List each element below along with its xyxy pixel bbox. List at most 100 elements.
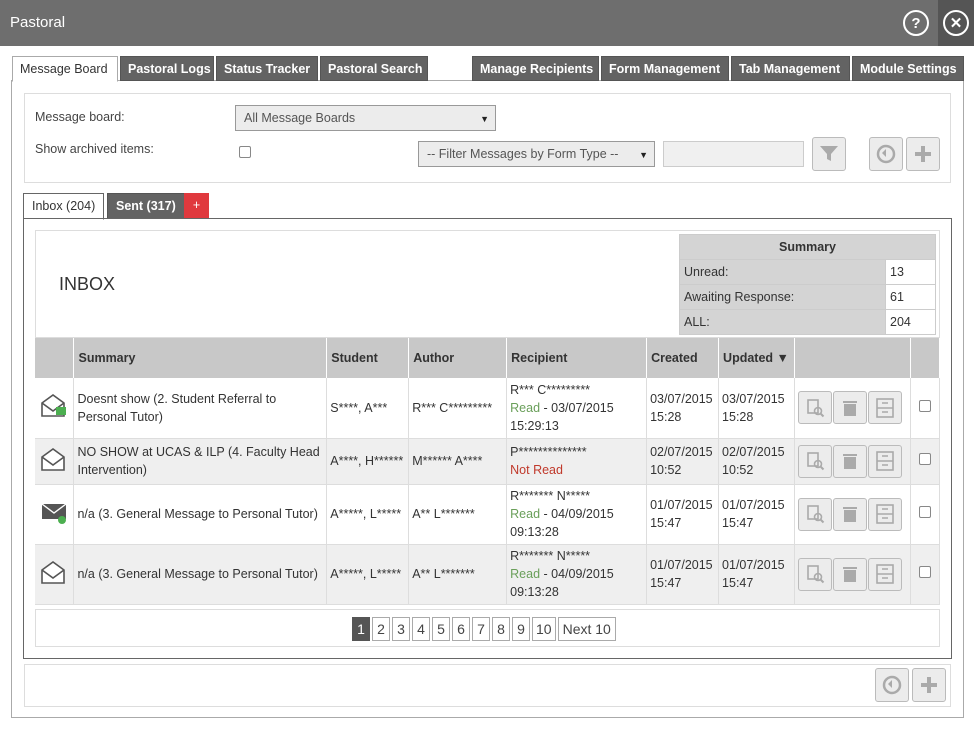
board-select[interactable]: All Message Boards ▼ — [235, 105, 496, 131]
next-pages-button[interactable]: Next 10 — [557, 617, 616, 641]
row-recipient: P************** Not Read — [506, 438, 648, 485]
tab-form-management[interactable]: Form Management — [601, 56, 729, 81]
row-checkbox[interactable] — [918, 399, 931, 412]
page-link[interactable]: 5 — [432, 617, 450, 641]
page-link[interactable]: 7 — [472, 617, 490, 641]
page-link[interactable]: 6 — [452, 617, 470, 641]
row-actions — [794, 484, 911, 545]
tab-module-settings[interactable]: Module Settings — [852, 56, 964, 81]
archive-button[interactable] — [868, 557, 903, 591]
tab-pastoral-logs[interactable]: Pastoral Logs — [120, 56, 214, 81]
chevron-down-icon: ▼ — [480, 114, 489, 124]
table-row[interactable]: n/a (3. General Message to Personal Tuto… — [35, 484, 941, 545]
close-icon[interactable]: ✕ — [943, 10, 969, 36]
read-date: - 04/09/2015 09:13:28 — [510, 507, 614, 539]
add-button[interactable] — [906, 137, 940, 171]
document-search-icon — [807, 452, 825, 471]
row-author: A** L******* — [408, 484, 508, 545]
view-button[interactable] — [798, 444, 833, 478]
column-created[interactable]: Created — [646, 338, 720, 378]
archive-button[interactable] — [868, 391, 903, 425]
column-student[interactable]: Student — [326, 338, 410, 378]
archived-checkbox[interactable] — [239, 146, 251, 158]
page-link[interactable]: 9 — [512, 617, 530, 641]
actions-column-header — [794, 338, 911, 378]
trash-icon — [843, 567, 858, 582]
read-status: Not Read — [510, 463, 563, 477]
refresh-button-bottom[interactable] — [875, 668, 909, 702]
table-row[interactable]: Doesnt show (2. Student Referral to Pers… — [35, 378, 941, 439]
row-summary: n/a (3. General Message to Personal Tuto… — [73, 544, 328, 605]
tab-manage-recipients[interactable]: Manage Recipients — [472, 56, 599, 81]
delete-button[interactable] — [833, 497, 868, 531]
row-summary: n/a (3. General Message to Personal Tuto… — [73, 484, 328, 545]
archive-button[interactable] — [868, 497, 903, 531]
row-recipient: R*** C********* Read - 03/07/2015 15:29:1… — [506, 378, 648, 439]
summary-header: Summary — [679, 234, 936, 260]
summary-label: Unread: — [679, 259, 886, 285]
delete-button[interactable] — [833, 391, 868, 425]
page-link[interactable]: 2 — [372, 617, 390, 641]
archive-button[interactable] — [868, 444, 903, 478]
page-link[interactable]: 3 — [392, 617, 410, 641]
chevron-down-icon: ▼ — [639, 150, 648, 160]
envelope-open-green-flag-icon — [41, 394, 67, 418]
tab-sent[interactable]: Sent (317) — [107, 193, 185, 219]
envelope-open-icon — [41, 560, 66, 584]
read-status: Read — [510, 400, 541, 415]
column-recipient[interactable]: Recipient — [506, 338, 648, 378]
add-button-bottom[interactable] — [912, 668, 946, 702]
envelope-closed-green-dot-icon — [41, 502, 67, 524]
delete-button[interactable] — [833, 444, 868, 478]
title-bar: Pastoral ? ✕ — [0, 0, 974, 46]
row-created: 03/07/2015 15:28 — [646, 378, 720, 439]
row-updated: 01/07/2015 15:47 — [718, 544, 796, 605]
row-checkbox[interactable] — [918, 453, 931, 465]
tab-tab-management[interactable]: Tab Management — [731, 56, 850, 81]
page-link[interactable]: 10 — [532, 617, 556, 641]
row-student: A*****, L***** — [326, 484, 410, 545]
row-updated: 01/07/2015 15:47 — [718, 484, 796, 545]
add-tab-button[interactable]: + — [184, 193, 209, 219]
tab-pastoral-search[interactable]: Pastoral Search — [320, 56, 428, 81]
column-author[interactable]: Author — [408, 338, 508, 378]
close-button[interactable]: ✕ — [938, 0, 974, 46]
tab-status-tracker[interactable]: Status Tracker — [216, 56, 318, 81]
tab-inbox[interactable]: Inbox (204) — [23, 193, 105, 220]
row-author: M****** A**** — [408, 438, 508, 485]
view-button[interactable] — [798, 497, 833, 531]
row-student: S****, A*** — [326, 378, 410, 439]
table-row[interactable]: NO SHOW at UCAS & ILP (4. Faculty Head I… — [35, 438, 941, 485]
filter-button[interactable] — [812, 137, 846, 171]
read-status: Read — [510, 507, 541, 521]
refresh-button[interactable] — [869, 137, 903, 171]
tab-message-board[interactable]: Message Board — [12, 56, 118, 82]
view-button[interactable] — [798, 557, 833, 591]
row-recipient: R******* N***** Read - 04/09/2015 09:13:2… — [506, 544, 648, 605]
help-icon[interactable]: ? — [903, 10, 929, 36]
page-link[interactable]: 8 — [492, 617, 510, 641]
table-row[interactable]: n/a (3. General Message to Personal Tuto… — [35, 544, 941, 605]
inbox-panel — [23, 218, 952, 659]
archive-icon — [876, 504, 894, 524]
document-search-icon — [807, 565, 825, 584]
column-summary[interactable]: Summary — [73, 338, 328, 378]
form-type-select[interactable]: -- Filter Messages by Form Type -- ▼ — [418, 141, 655, 167]
page-link[interactable]: 4 — [412, 617, 430, 641]
row-checkbox[interactable] — [918, 566, 931, 578]
delete-button[interactable] — [833, 557, 868, 591]
row-actions — [794, 544, 911, 605]
row-author: A** L******* — [408, 544, 508, 605]
row-summary: Doesnt show (2. Student Referral to Pers… — [73, 378, 328, 439]
view-button[interactable] — [798, 391, 833, 425]
filter-panel — [24, 93, 951, 183]
page-link-current[interactable]: 1 — [352, 617, 370, 641]
column-updated[interactable]: Updated ▼ — [718, 338, 796, 378]
row-updated: 02/07/2015 10:52 — [718, 438, 796, 485]
summary-table: Summary Unread: 13 Awaiting Response: 61 A… — [679, 234, 936, 335]
funnel-icon — [820, 146, 838, 161]
read-date: - 03/07/2015 15:29:13 — [510, 400, 614, 433]
row-checkbox[interactable] — [918, 506, 931, 518]
row-summary: NO SHOW at UCAS & ILP (4. Faculty Head I… — [73, 438, 328, 485]
filter-text-input[interactable] — [663, 141, 804, 167]
